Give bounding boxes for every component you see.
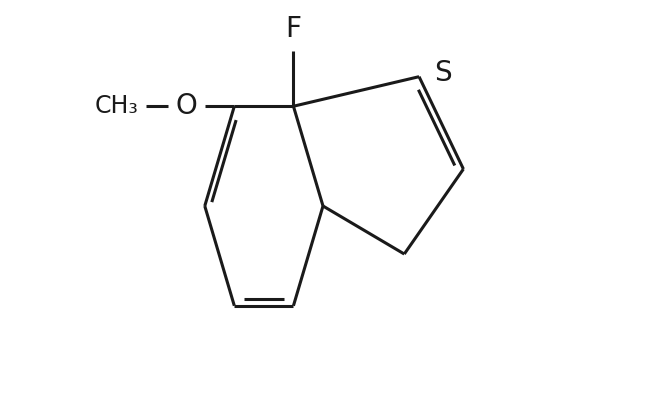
Text: S: S — [434, 59, 452, 87]
Text: F: F — [286, 15, 302, 43]
Text: CH₃: CH₃ — [94, 94, 138, 118]
Text: O: O — [176, 92, 197, 120]
